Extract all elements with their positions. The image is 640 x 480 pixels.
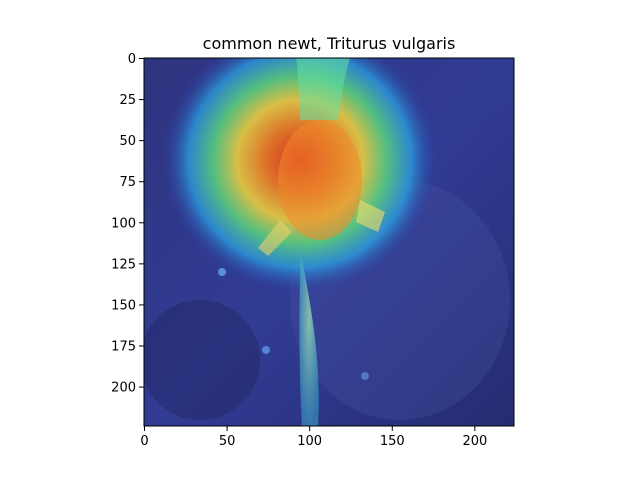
y-tick-label: 125 (111, 257, 136, 272)
x-tick-label: 0 (140, 434, 148, 449)
y-tick-label: 50 (119, 134, 136, 149)
plot-frame (143, 57, 515, 427)
x-axis: 0 50 100 150 200 (140, 426, 487, 449)
y-axis: 0 25 50 75 100 125 150 175 200 (111, 52, 144, 396)
y-tick-label: 0 (128, 52, 136, 67)
plot-title: common newt, Triturus vulgaris (203, 34, 456, 53)
x-tick-label: 50 (219, 434, 236, 449)
y-tick-label: 150 (111, 298, 136, 313)
y-tick-label: 75 (119, 175, 136, 190)
y-tick-label: 100 (111, 216, 136, 231)
x-tick-label: 200 (462, 434, 487, 449)
x-tick-label: 100 (297, 434, 322, 449)
heatmap-image (144, 58, 514, 426)
y-tick-label: 25 (119, 93, 136, 108)
y-tick-label: 175 (111, 340, 136, 355)
x-tick-label: 150 (380, 434, 405, 449)
y-tick-label: 200 (111, 381, 136, 396)
